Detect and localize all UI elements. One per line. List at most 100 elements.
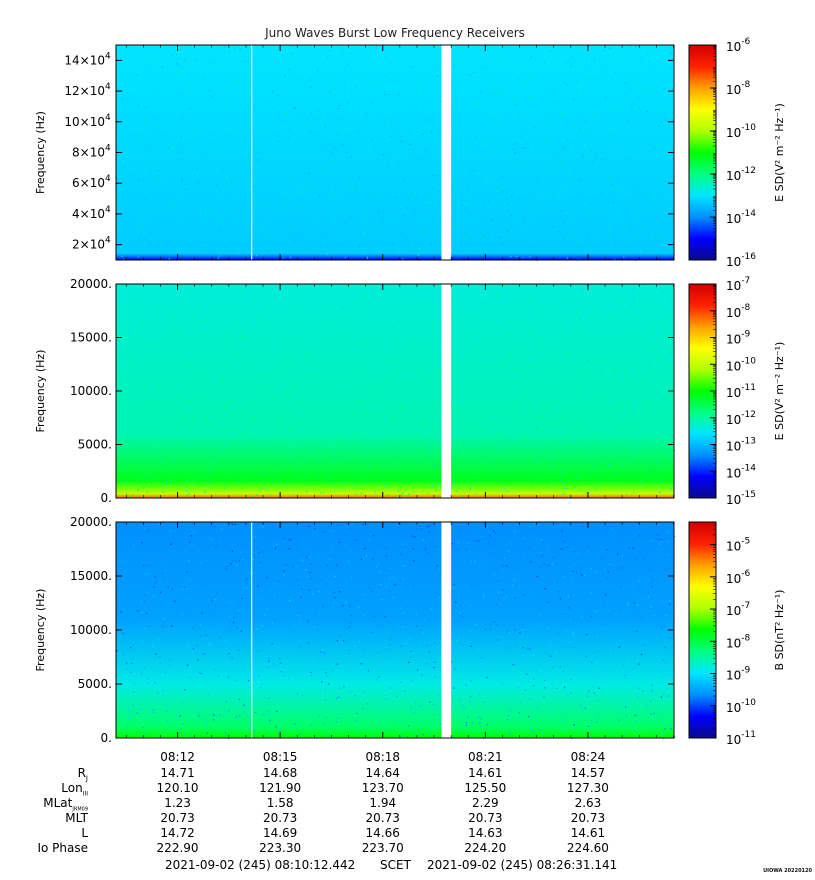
data-gap xyxy=(441,521,452,739)
ephemeris-rj-value: 14.71 xyxy=(160,766,195,780)
colorbar-tick-label: 10-6 xyxy=(726,569,751,586)
time-tick-label: 08:24 xyxy=(571,750,606,764)
colorbar-tick-label: 10-14 xyxy=(726,463,756,480)
svg-text:4: 4 xyxy=(105,82,111,92)
colorbar-label: E SD(V² m⁻² Hz⁻¹) xyxy=(773,342,786,441)
ephemeris-lon-value: 127.30 xyxy=(566,781,609,795)
spectrogram-panel-1: 2×10 44×10 46×10 48×10 410×10 412×10 414×10 4Fr… xyxy=(34,37,786,269)
y-axis-label: Frequency (Hz) xyxy=(34,589,47,672)
data-gap xyxy=(441,44,452,261)
y-tick-label: 15000. xyxy=(70,331,112,345)
ephemeris-lon-value: 123.70 xyxy=(361,781,404,795)
ephemeris-mlat-value: 1.23 xyxy=(164,796,191,810)
svg-text:4: 4 xyxy=(105,113,111,123)
colorbar-tick-label: 10-11 xyxy=(726,730,756,747)
ephemeris-l-value: 14.66 xyxy=(365,826,400,840)
ephemeris-rj-value: 14.68 xyxy=(262,766,298,780)
figure-title: Juno Waves Burst Low Frequency Receivers xyxy=(264,26,525,40)
noise-texture xyxy=(116,284,676,499)
y-tick-label: 20000. xyxy=(70,515,112,529)
colorbar-tick-label: 10-11 xyxy=(726,383,756,400)
svg-text:4: 4 xyxy=(105,144,111,154)
colorbar-tick-label: 10-9 xyxy=(726,666,751,683)
ephemeris-mlt-value: 20.73 xyxy=(570,811,606,825)
ephemeris-l-value: 14.61 xyxy=(570,826,606,840)
svg-text:4: 4 xyxy=(105,51,111,61)
colorbar-tick-label: 10-12 xyxy=(726,166,756,183)
colorbar xyxy=(688,521,717,739)
colorbar-tick-label: 10-13 xyxy=(726,437,756,454)
colorbar-tick-label: 10-14 xyxy=(726,209,756,226)
ephemeris-lon-value: 120.10 xyxy=(156,781,199,795)
io-phase-label: Io Phase xyxy=(37,841,88,855)
ephemeris-rj-value: 14.61 xyxy=(468,766,503,780)
colorbar-tick-label: 10-12 xyxy=(726,410,756,427)
colorbar-tick-label: 10-15 xyxy=(726,490,756,507)
colorbar-tick-label: 10-8 xyxy=(726,303,751,320)
colorbar-tick-label: 10-7 xyxy=(726,601,750,618)
spectrogram-panel-3: 0. 5000. 10000. 15000. 20000. Frequency (Hz) 1… xyxy=(34,515,786,747)
y-tick-label: 5000. xyxy=(78,438,112,452)
y-tick-label: 6×10 xyxy=(72,176,105,190)
panels-group: 2×10 44×10 46×10 48×10 410×10 412×10 414×10 4Fr… xyxy=(34,37,786,747)
ephemeris-io-value: 224.60 xyxy=(566,841,609,855)
dropout-line xyxy=(251,45,253,260)
svg-text:4: 4 xyxy=(105,236,111,246)
l-label: L xyxy=(81,826,88,840)
spectrogram-panel-2: 0. 5000. 10000. 15000. 20000. Frequency (Hz) 1… xyxy=(34,276,786,507)
colorbar-tick-label: 10-8 xyxy=(726,633,751,650)
time-tick-label: 08:18 xyxy=(365,750,400,764)
ephemeris-rj-value: 14.57 xyxy=(570,766,606,780)
y-tick-label: 10000. xyxy=(70,384,112,398)
ephemeris-mlt-value: 20.73 xyxy=(262,811,298,825)
svg-text:4: 4 xyxy=(105,205,111,215)
mlat-label: MLatJRM09 xyxy=(43,796,88,813)
spectrogram-image xyxy=(116,45,674,260)
y-tick-label: 5000. xyxy=(78,677,112,691)
colorbar-tick-label: 10-5 xyxy=(726,537,750,554)
y-tick-label: 15000. xyxy=(70,569,112,583)
colorbar-label: B SD(nT² Hz⁻¹) xyxy=(773,590,786,671)
data-gap xyxy=(441,283,452,499)
dropout-line xyxy=(251,522,253,738)
y-tick-label: 10×10 xyxy=(64,115,105,129)
footer-scet-label: SCET xyxy=(380,858,411,872)
y-tick-label: 10000. xyxy=(70,623,112,637)
colorbar xyxy=(688,44,717,261)
ephemeris-io-value: 222.90 xyxy=(156,841,199,855)
ephemeris-mlat-value: 2.29 xyxy=(471,796,499,810)
ephemeris-io-value: 224.20 xyxy=(464,841,507,855)
credit-stamp: UIOWA 20220120 xyxy=(763,868,812,874)
time-tick-label: 08:12 xyxy=(160,750,195,764)
ephemeris-rj-value: 14.64 xyxy=(365,766,400,780)
ephemeris-mlt-value: 20.73 xyxy=(468,811,503,825)
lon-label: LonIII xyxy=(61,781,88,798)
y-tick-label: 0. xyxy=(101,491,112,505)
spectrogram-image xyxy=(116,284,674,498)
colorbar-tick-label: 10-16 xyxy=(726,252,756,269)
ephemeris-lon-value: 121.90 xyxy=(259,781,302,795)
y-tick-label: 12×10 xyxy=(64,84,105,98)
time-axis: 08:12 08:15 08:18 08:21 08:24 xyxy=(160,750,605,764)
footer-start-time: 2021-09-02 (245) 08:10:12.442 xyxy=(165,858,356,872)
rj-label: RJ xyxy=(77,766,88,783)
ephemeris-l-value: 14.72 xyxy=(160,826,195,840)
ephemeris-mlt-value: 20.73 xyxy=(365,811,400,825)
colorbar-tick-label: 10-9 xyxy=(726,330,751,347)
y-axis-label: Frequency (Hz) xyxy=(34,350,47,433)
colorbar-tick-label: 10-10 xyxy=(726,356,756,373)
y-tick-label: 2×10 xyxy=(72,238,105,252)
ephemeris-l-value: 14.69 xyxy=(262,826,298,840)
y-axis-label: Frequency (Hz) xyxy=(34,111,47,194)
colorbar-tick-label: 10-6 xyxy=(726,37,751,54)
colorbar-tick-label: 10-10 xyxy=(726,698,756,715)
y-tick-label: 20000. xyxy=(70,277,112,291)
ephemeris-io-value: 223.30 xyxy=(259,841,302,855)
y-tick-label: 14×10 xyxy=(64,53,105,67)
colorbar-tick-label: 10-7 xyxy=(726,276,750,293)
time-tick-label: 08:21 xyxy=(468,750,503,764)
ephemeris-l-value: 14.63 xyxy=(468,826,503,840)
time-tick-label: 08:15 xyxy=(263,750,298,764)
y-tick-label: 4×10 xyxy=(72,207,105,221)
